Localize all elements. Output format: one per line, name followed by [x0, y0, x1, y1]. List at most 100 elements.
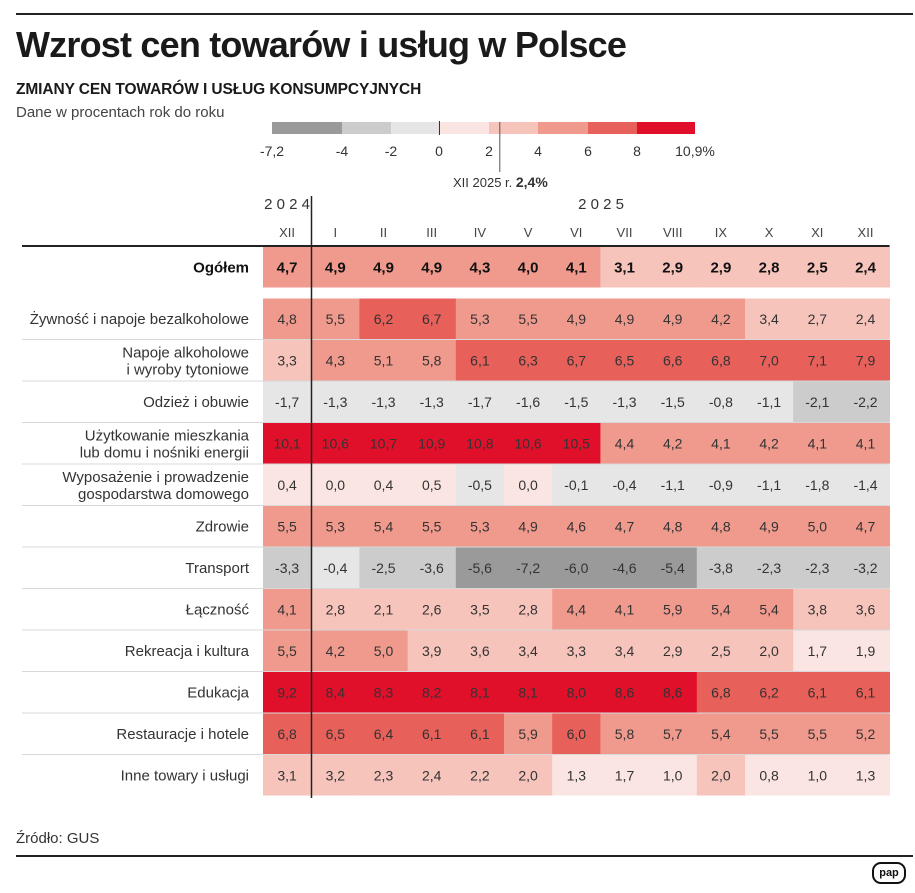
cell-value-label: 1,7: [615, 767, 635, 783]
heat-cell: [359, 713, 408, 754]
heat-cell: [455, 506, 505, 547]
heat-cell: [552, 464, 601, 505]
cell-value-label: 4,4: [567, 601, 587, 617]
cell-value-label: 9,2: [277, 684, 297, 700]
cell-value-label: -1,4: [853, 477, 877, 493]
heat-cell: [745, 547, 794, 588]
cell-value-label: 3,2: [326, 767, 346, 783]
heat-cell: [696, 547, 746, 588]
cell-value-label: -2,1: [805, 394, 829, 410]
cell-value-label: 8,1: [470, 684, 490, 700]
cell-value-label: 8,2: [422, 684, 442, 700]
heat-cell: [745, 713, 794, 754]
heat-cell: [841, 630, 890, 671]
month-label: IV: [474, 225, 487, 240]
legend-tick-label: 2: [485, 143, 493, 159]
row-label: lub domu i nośniki energii: [80, 444, 249, 461]
cell-value-label: 5,0: [374, 643, 394, 659]
cell-value-label: 4,9: [663, 311, 683, 327]
legend-swatch: [391, 122, 439, 134]
cell-value-label: -5,6: [468, 560, 492, 576]
heat-cell: [552, 247, 601, 288]
heat-cell: [648, 713, 698, 754]
heat-cell: [745, 464, 794, 505]
heat-cell: [311, 506, 360, 547]
cell-value-label: 3,3: [567, 643, 587, 659]
cell-value-label: 5,5: [808, 726, 828, 742]
heat-cell: [359, 298, 408, 339]
month-label: XII: [279, 225, 295, 240]
heat-cell: [263, 547, 312, 588]
heat-cell: [263, 423, 312, 464]
legend-tick-label: -4: [336, 143, 349, 159]
month-label: IX: [715, 225, 728, 240]
row-label: Żywność i napoje bezalkoholowe: [30, 310, 249, 328]
heat-cell: [841, 672, 890, 713]
cell-value-label: -2,3: [805, 560, 829, 576]
row-label: gospodarstwa domowego: [78, 486, 249, 503]
cell-value-label: 2,9: [663, 643, 683, 659]
heat-cell: [841, 713, 890, 754]
heat-cell: [648, 298, 698, 339]
heat-cell: [504, 423, 553, 464]
cell-value-label: 0,5: [422, 477, 442, 493]
heat-cell: [455, 247, 505, 288]
heat-cell: [696, 755, 746, 796]
cell-value-label: 4,2: [326, 643, 346, 659]
cell-value-label: 2,5: [711, 643, 731, 659]
cell-value-label: -5,4: [661, 560, 685, 576]
cell-value-label: 4,7: [277, 259, 298, 276]
cell-value-label: -1,7: [275, 394, 299, 410]
heat-cell: [745, 381, 794, 422]
month-label: I: [333, 225, 337, 240]
cell-value-label: 5,9: [518, 726, 538, 742]
heat-cell: [407, 423, 457, 464]
cell-value-label: 1,3: [567, 767, 587, 783]
cell-value-label: 5,2: [856, 726, 876, 742]
cell-value-label: 3,5: [470, 601, 490, 617]
heat-cell: [793, 589, 842, 630]
heat-cell: [841, 381, 890, 422]
heat-cell: [263, 340, 312, 381]
heat-cell: [745, 247, 794, 288]
heat-cell: [552, 755, 601, 796]
heat-cell: [745, 298, 794, 339]
legend-swatch: [588, 122, 637, 134]
cell-value-label: -1,1: [757, 394, 781, 410]
legend-swatch: [538, 122, 588, 134]
cell-value-label: 2,5: [807, 259, 828, 276]
heat-cell: [600, 381, 649, 422]
pap-logo: pap: [872, 862, 906, 884]
cell-value-label: 4,2: [759, 435, 779, 451]
heat-cell: [504, 298, 553, 339]
heat-cell: [696, 423, 746, 464]
cell-value-label: 10,8: [466, 435, 493, 451]
heat-cell: [793, 464, 842, 505]
cell-value-label: 6,8: [711, 684, 731, 700]
cell-value-label: 2,3: [374, 767, 394, 783]
heat-cell: [359, 506, 408, 547]
legend-swatch: [439, 122, 489, 134]
heat-cell: [600, 298, 649, 339]
row-label: Odzież i obuwie: [143, 394, 249, 411]
cell-value-label: 8,3: [374, 684, 394, 700]
cell-value-label: 4,8: [277, 311, 297, 327]
heat-cell: [455, 340, 505, 381]
cell-value-label: 5,8: [422, 352, 442, 368]
heat-cell: [407, 506, 457, 547]
heat-cell: [696, 340, 746, 381]
heat-cell: [745, 672, 794, 713]
cell-value-label: 10,5: [563, 435, 590, 451]
heat-cell: [696, 630, 746, 671]
cell-value-label: 6,2: [374, 311, 394, 327]
row-label: Użytkowanie mieszkania: [85, 427, 250, 444]
heat-cell: [648, 381, 698, 422]
cell-value-label: 5,4: [759, 601, 779, 617]
heat-cell: [407, 547, 457, 588]
cell-value-label: 2,4: [855, 259, 877, 276]
heat-cell: [504, 547, 553, 588]
heat-cell: [696, 381, 746, 422]
heat-cell: [793, 713, 842, 754]
cell-value-label: -0,8: [709, 394, 733, 410]
cell-value-label: 6,3: [518, 352, 538, 368]
